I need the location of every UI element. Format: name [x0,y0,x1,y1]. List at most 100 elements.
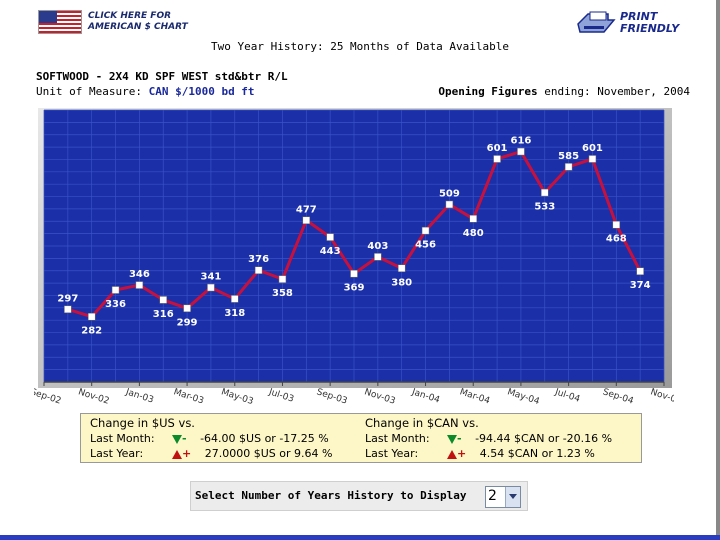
x-tick-label: Sep-02 [34,387,62,404]
data-label: 468 [606,234,627,245]
plus-sign: + [182,447,192,460]
data-label: 297 [57,293,78,304]
american-chart-link-line2: AMERICAN $ CHART [88,22,188,32]
data-point [207,283,215,292]
data-label: 601 [487,143,508,154]
data-label: 477 [296,204,317,215]
data-point [254,266,263,274]
x-tick-label: Mar-03 [172,387,205,404]
up-arrow-icon [172,449,182,459]
data-label: 318 [224,308,245,319]
data-point [636,267,644,275]
data-point [302,216,311,225]
change-summary-box: Change in $US vs. Last Month: - -64.00 $U… [80,413,642,463]
down-arrow-icon [447,434,457,444]
change-can-column: Change in $CAN vs. Last Month: - -94.44 $… [365,416,612,461]
us-last-month-label: Last Month: [90,432,155,445]
x-tick-label: May-04 [506,387,541,404]
us-last-month-value: -64.00 $US or -17.25 % [200,432,329,445]
can-last-year-value: 4.54 $CAN or 1.23 % [479,447,595,460]
american-chart-link[interactable]: CLICK HERE FOR AMERICAN $ CHART [88,11,188,33]
change-can-last-month: Last Month: - -94.44 $CAN or -20.16 % [365,431,612,446]
data-point [469,215,477,223]
x-tick-label: Jan-04 [410,387,441,404]
x-tick-label: Nov-03 [363,387,397,404]
data-point [541,188,549,197]
print-friendly-link[interactable]: PRINT FRIENDLY [620,11,679,35]
data-point [159,296,167,304]
print-label-line2: FRIENDLY [620,22,680,35]
data-label: 509 [439,188,460,199]
uom-value: CAN $/1000 bd ft [148,85,255,98]
unit-of-measure: Unit of Measure: CAN $/1000 bd ft [36,85,255,98]
x-tick-label: Nov-02 [77,387,111,404]
american-chart-link-line1: CLICK HERE FOR [88,11,172,21]
data-label: 480 [463,228,484,239]
change-us-heading: Change in $US vs. [90,416,195,430]
print-label-line1: PRINT [620,10,658,23]
data-label: 456 [415,240,436,251]
down-arrow-icon [172,434,182,444]
minus-sign: - [457,432,462,445]
can-last-month-value: -94.44 $CAN or -20.16 % [475,432,613,445]
x-tick-label: May-03 [220,387,255,404]
history-title: Two Year History: 25 Months of Data Avai… [210,40,509,53]
data-label: 346 [129,269,150,280]
data-point [183,304,191,313]
years-dropdown[interactable]: 2 [485,486,521,508]
data-label: 316 [153,309,174,320]
opening-date: ending: November, 2004 [544,85,690,98]
data-point [64,305,72,314]
change-can-heading: Change in $CAN vs. [365,416,479,430]
change-us-last-year: Last Year: + 27.0000 $US or 9.64 % [90,446,332,461]
x-tick-label: Jul-03 [267,387,295,404]
minus-sign: - [182,432,187,445]
years-label: Select Number of Years History to Displa… [195,489,467,502]
data-point [397,264,406,273]
x-tick-label: Sep-04 [601,387,634,404]
can-last-month-label: Last Month: [365,432,430,445]
data-label: 443 [320,246,341,257]
data-label: 336 [105,299,126,310]
data-label: 601 [582,143,603,154]
data-label: 380 [391,277,412,288]
data-point [87,312,96,321]
x-tick-label: Jan-03 [124,387,155,404]
data-label: 369 [344,283,365,294]
product-name: SOFTWOOD - 2X4 KD SPF WEST std&btr R/L [36,70,288,83]
data-point [350,269,358,278]
data-label: 374 [630,280,651,291]
chevron-down-icon[interactable] [505,487,520,507]
opening-figures: Opening Figures ending: November, 2004 [438,85,690,98]
data-point [421,226,430,235]
x-tick-label: Nov-04 [649,387,674,404]
data-point [445,200,454,209]
data-point [135,281,144,289]
data-point [278,275,287,283]
opening-label: Opening Figures [438,85,538,98]
data-point [588,155,597,163]
printer-icon[interactable] [574,10,616,42]
us-flag-icon[interactable] [38,10,82,34]
change-us-last-month: Last Month: - -64.00 $US or -17.25 % [90,431,332,446]
data-point [564,163,573,171]
change-can-last-year: Last Year: + 4.54 $CAN or 1.23 % [365,446,612,461]
data-label: 299 [177,317,198,328]
us-last-year-value: 27.0000 $US or 9.64 % [204,447,333,460]
data-label: 341 [200,272,221,283]
x-tick-label: Mar-04 [458,387,491,404]
data-point [111,286,120,294]
up-arrow-icon [447,449,457,459]
change-us-column: Change in $US vs. Last Month: - -64.00 $U… [90,416,332,461]
can-last-year-label: Last Year: [365,447,419,460]
window-right-edge [716,0,720,540]
data-label: 376 [248,254,269,265]
data-label: 585 [558,151,579,162]
data-label: 616 [510,136,531,147]
data-point [517,147,525,156]
window-bottom-edge [0,535,720,540]
x-tick-label: Sep-03 [315,387,348,404]
data-label: 282 [81,326,102,337]
data-point [326,233,334,241]
